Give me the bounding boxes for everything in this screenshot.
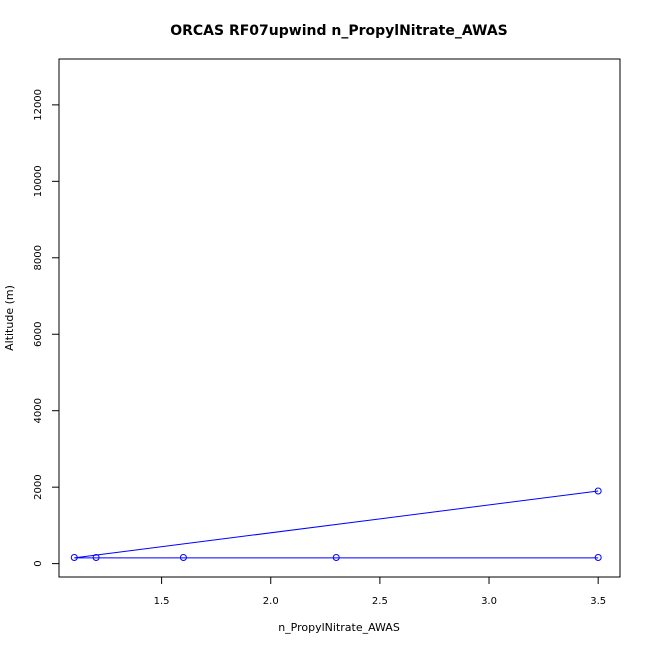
y-tick-label: 0: [33, 560, 44, 566]
data-point: [70, 554, 78, 562]
x-axis: 1.5 2.0 2.5 3.0 3.5: [154, 576, 606, 607]
x-tick-label: 2.0: [263, 596, 279, 607]
data-point: [594, 487, 602, 495]
x-tick-label: 3.0: [481, 596, 497, 607]
y-axis-label: Altitude (m): [3, 285, 16, 351]
x-tick-label: 2.5: [372, 596, 388, 607]
series-line: [74, 490, 599, 559]
data-point: [179, 554, 187, 562]
series-layer: [70, 487, 602, 562]
y-tick-label: 12000: [33, 89, 44, 121]
y-tick-label: 4000: [33, 398, 44, 423]
x-tick-label: 1.5: [154, 596, 170, 607]
chart-title: ORCAS RF07upwind n_PropylNitrate_AWAS: [170, 23, 508, 39]
x-tick-label: 3.5: [590, 596, 606, 607]
y-axis: 0 2000 4000 6000 8000 10000 12000: [33, 89, 60, 567]
data-point: [332, 554, 340, 562]
x-axis-label: n_PropylNitrate_AWAS: [278, 621, 400, 634]
y-tick-label: 8000: [33, 245, 44, 270]
y-tick-label: 10000: [33, 165, 44, 197]
data-point: [594, 554, 602, 562]
y-tick-label: 6000: [33, 322, 44, 347]
data-point: [92, 554, 100, 562]
y-tick-label: 2000: [33, 474, 44, 499]
